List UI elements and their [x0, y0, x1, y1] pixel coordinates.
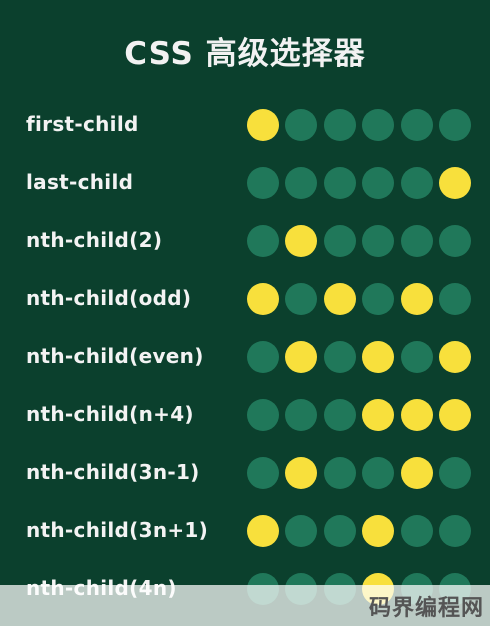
dot-selected: [362, 341, 395, 373]
dot-unselected: [323, 341, 356, 373]
dot-unselected: [362, 283, 395, 315]
dot-group: [247, 225, 471, 257]
selector-label: nth-child(3n-1): [26, 460, 200, 484]
selector-row: nth-child(2): [0, 214, 490, 272]
dot-unselected: [323, 457, 356, 489]
dot-unselected: [439, 109, 471, 141]
dot-unselected: [247, 457, 279, 489]
selector-label: nth-child(3n+1): [26, 518, 209, 542]
dot-unselected: [323, 109, 356, 141]
dot-unselected: [285, 283, 318, 315]
dot-unselected: [323, 167, 356, 199]
dot-unselected: [323, 399, 356, 431]
dot-selected: [247, 515, 279, 547]
dot-unselected: [285, 399, 318, 431]
dot-selected: [362, 515, 395, 547]
dot-selected: [439, 399, 471, 431]
dot-unselected: [439, 515, 471, 547]
dot-group: [247, 515, 471, 547]
dot-selected: [323, 283, 356, 315]
dot-unselected: [400, 225, 433, 257]
dot-unselected: [285, 109, 318, 141]
dot-unselected: [400, 341, 433, 373]
selector-label: nth-child(odd): [26, 286, 192, 310]
dot-selected: [400, 399, 433, 431]
dot-unselected: [247, 399, 279, 431]
selector-row: nth-child(3n-1): [0, 446, 490, 504]
dot-group: [247, 167, 471, 199]
dot-selected: [247, 109, 279, 141]
dot-unselected: [323, 225, 356, 257]
dot-unselected: [400, 109, 433, 141]
dot-selected: [285, 225, 318, 257]
dot-group: [247, 457, 471, 489]
dot-group: [247, 283, 471, 315]
dot-unselected: [285, 515, 318, 547]
dot-unselected: [362, 457, 395, 489]
dot-selected: [247, 283, 279, 315]
selector-list: first-child last-child nth-child(2) nth-chi…: [0, 98, 490, 620]
selector-row: last-child: [0, 156, 490, 214]
dot-unselected: [400, 515, 433, 547]
selector-row: nth-child(n+4): [0, 388, 490, 446]
dot-unselected: [362, 225, 395, 257]
selector-row: nth-child(even): [0, 330, 490, 388]
selector-label: nth-child(2): [26, 228, 163, 252]
dot-selected: [285, 457, 318, 489]
dot-selected: [400, 283, 433, 315]
selector-label: nth-child(n+4): [26, 402, 194, 426]
selector-label: last-child: [26, 170, 134, 194]
dot-group: [247, 341, 471, 373]
dot-unselected: [323, 515, 356, 547]
dot-unselected: [247, 341, 279, 373]
dot-group: [247, 399, 471, 431]
dot-unselected: [439, 283, 471, 315]
dot-selected: [362, 399, 395, 431]
selector-label: first-child: [26, 112, 139, 136]
page-title: CSS 高级选择器: [124, 36, 366, 72]
dot-selected: [285, 341, 318, 373]
bottom-fade-overlay: [0, 585, 490, 626]
watermark: 码界编程网: [368, 596, 484, 621]
dot-unselected: [247, 167, 279, 199]
selector-row: nth-child(odd): [0, 272, 490, 330]
dot-unselected: [439, 457, 471, 489]
dot-group: [247, 109, 471, 141]
dot-unselected: [362, 109, 395, 141]
dot-selected: [439, 341, 471, 373]
dot-unselected: [285, 167, 318, 199]
dot-unselected: [247, 225, 279, 257]
dot-selected: [439, 167, 471, 199]
dot-unselected: [400, 167, 433, 199]
dot-selected: [400, 457, 433, 489]
selector-row: first-child: [0, 98, 490, 156]
selector-row: nth-child(3n+1): [0, 504, 490, 562]
selector-label: nth-child(even): [26, 344, 204, 368]
dot-unselected: [439, 225, 471, 257]
dot-unselected: [362, 167, 395, 199]
